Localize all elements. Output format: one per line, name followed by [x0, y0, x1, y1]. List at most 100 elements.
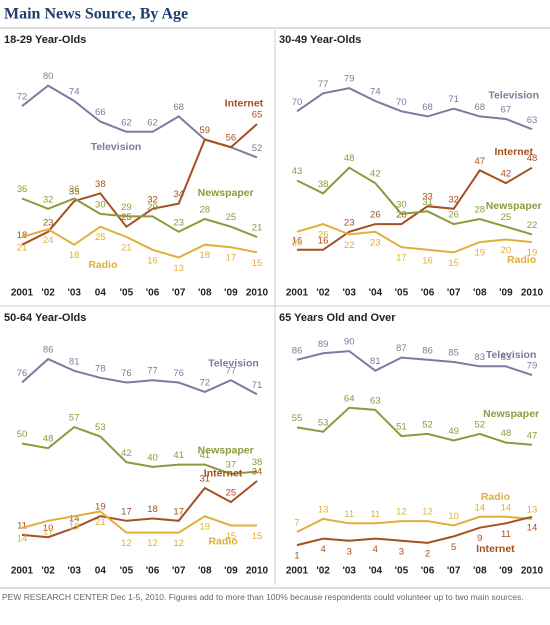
value-label: 23: [292, 237, 303, 248]
value-label: 17: [43, 526, 54, 537]
value-label: 53: [95, 422, 106, 433]
x-tick-label: '07: [172, 566, 186, 577]
x-tick-label: '09: [224, 566, 238, 577]
value-label: 18: [199, 250, 210, 261]
value-label: 59: [199, 125, 210, 136]
value-label: 10: [448, 511, 459, 522]
series-line: [296, 166, 533, 236]
x-tick-label: '06: [421, 566, 435, 577]
value-label: 9: [477, 533, 482, 544]
x-tick-label: '06: [421, 288, 435, 299]
value-label: 32: [147, 194, 158, 205]
value-label: 25: [95, 232, 106, 243]
value-label: 24: [43, 235, 54, 246]
value-label: 30: [396, 199, 407, 210]
value-label: 52: [422, 419, 433, 430]
value-label: 77: [226, 366, 237, 377]
value-label: 18: [69, 250, 80, 261]
value-label: 23: [370, 237, 381, 248]
value-label: 14: [527, 522, 538, 533]
x-tick-label: 04: [95, 566, 107, 577]
value-label: 68: [474, 102, 485, 113]
series-line: [296, 406, 533, 446]
series-line: [296, 350, 533, 377]
series-line: [21, 480, 258, 539]
x-tick-label: 2001: [286, 288, 309, 299]
value-label: 29: [147, 202, 158, 213]
value-label: 11: [370, 509, 380, 520]
x-tick-label: '07: [172, 288, 186, 299]
value-label: 72: [199, 377, 210, 388]
x-tick-label: '08: [198, 566, 212, 577]
value-label: 68: [173, 102, 184, 113]
x-tick-label: '03: [342, 566, 356, 577]
x-tick-label: '08: [473, 566, 487, 577]
value-label: 23: [43, 217, 54, 228]
series-name: Internet: [225, 97, 264, 109]
panel-title: 65 Years Old and Over: [279, 312, 396, 324]
value-label: 3: [347, 546, 352, 557]
series-line: [21, 123, 258, 246]
x-tick-label: '09: [499, 288, 513, 299]
value-label: 26: [448, 210, 459, 221]
value-label: 19: [527, 248, 538, 259]
value-label: 42: [370, 169, 381, 180]
x-tick-label: '09: [499, 566, 513, 577]
value-label: 21: [121, 242, 132, 253]
value-label: 79: [344, 74, 355, 85]
series-name: Internet: [494, 146, 533, 158]
series-name: Television: [91, 141, 142, 153]
value-label: 71: [448, 94, 459, 105]
value-label: 31: [199, 474, 210, 485]
value-label: 19: [199, 522, 210, 533]
value-label: 74: [69, 87, 80, 98]
x-tick-label: '02: [41, 566, 55, 577]
value-label: 23: [173, 217, 184, 228]
value-label: 42: [121, 448, 132, 459]
value-label: 11: [344, 509, 354, 520]
series-name: Television: [488, 90, 539, 102]
value-label: 12: [422, 507, 433, 518]
value-label: 19: [69, 522, 80, 533]
x-tick-label: '05: [395, 566, 409, 577]
value-label: 86: [292, 345, 303, 356]
value-label: 20: [501, 245, 512, 256]
value-label: 17: [226, 253, 237, 264]
value-label: 21: [95, 517, 106, 528]
series-name: Television: [208, 358, 259, 370]
series-name: Radio: [88, 259, 117, 271]
x-tick-label: '06: [146, 566, 160, 577]
value-label: 18: [147, 504, 158, 515]
value-label: 25: [501, 212, 512, 223]
value-label: 68: [422, 102, 433, 113]
series-name: Newspaper: [486, 200, 542, 212]
value-label: 52: [252, 143, 263, 154]
value-label: 12: [121, 538, 132, 549]
value-label: 83: [474, 352, 485, 363]
value-label: 77: [147, 366, 158, 377]
value-label: 48: [527, 153, 538, 164]
value-label: 36: [69, 184, 80, 195]
value-label: 21: [17, 242, 28, 253]
value-label: 37: [226, 459, 237, 470]
value-label: 11: [17, 520, 27, 531]
value-label: 31: [422, 197, 433, 208]
value-label: 57: [69, 413, 80, 424]
x-tick-label: '09: [224, 288, 238, 299]
value-label: 55: [292, 413, 303, 424]
note: PEW RESEARCH CENTER Dec 1-5, 2010. Figur…: [2, 592, 524, 602]
value-label: 48: [43, 434, 54, 445]
value-label: 47: [474, 156, 485, 167]
x-tick-label: 2001: [11, 288, 34, 299]
value-label: 34: [173, 189, 184, 200]
x-tick-label: '02: [41, 288, 55, 299]
value-label: 2: [425, 548, 430, 559]
value-label: 16: [147, 255, 158, 266]
value-label: 13: [318, 504, 329, 515]
value-label: 4: [373, 544, 378, 555]
series-name: Internet: [476, 543, 515, 555]
value-label: 83: [501, 352, 512, 363]
value-label: 10: [43, 523, 54, 534]
value-label: 70: [292, 97, 303, 108]
x-tick-label: '04: [369, 288, 383, 299]
